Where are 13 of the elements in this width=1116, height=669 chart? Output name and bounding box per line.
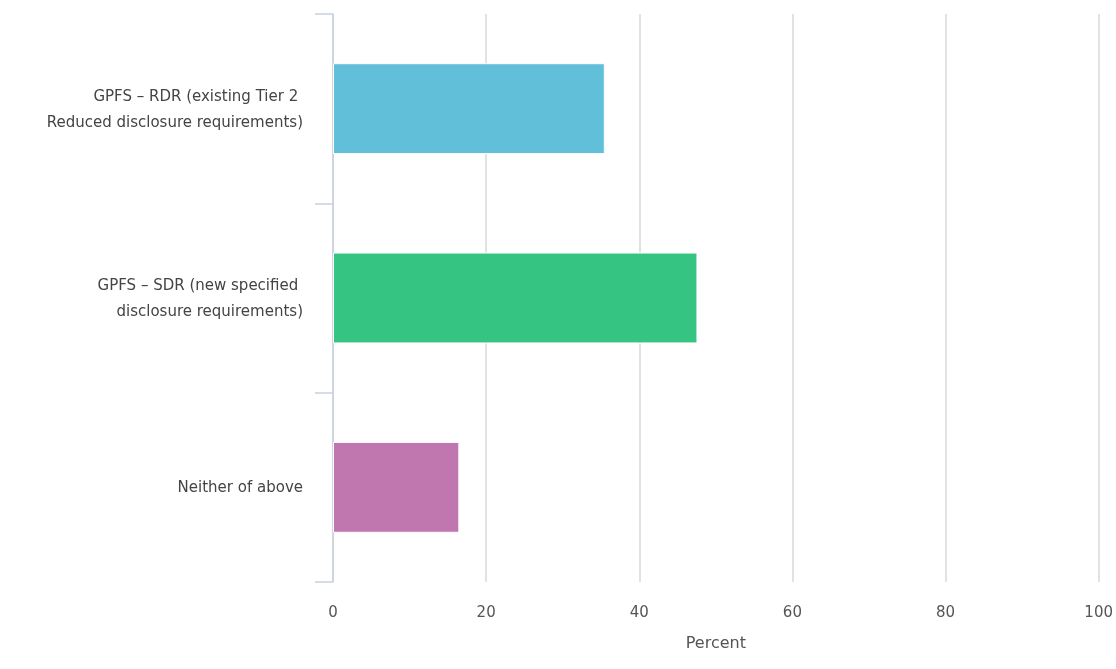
bar <box>333 63 605 155</box>
bar <box>333 441 460 533</box>
y-tick-label: GPFS – RDR (existing Tier 2 Reduced disclosure requirements) <box>46 86 303 131</box>
x-tick-label: 100 <box>1084 602 1114 621</box>
x-tick-label: 80 <box>936 602 956 621</box>
x-tick-label: 20 <box>476 602 496 621</box>
y-tick-label: GPFS – SDR (new specified disclosure requirements) <box>97 276 303 320</box>
y-tick-label: Neither of above <box>177 478 303 497</box>
bar <box>333 252 698 344</box>
x-tick-label: 60 <box>782 602 802 621</box>
x-tick-label: 40 <box>629 602 649 621</box>
x-axis-title: Percent <box>685 632 746 652</box>
x-tick-label: 0 <box>328 602 338 621</box>
